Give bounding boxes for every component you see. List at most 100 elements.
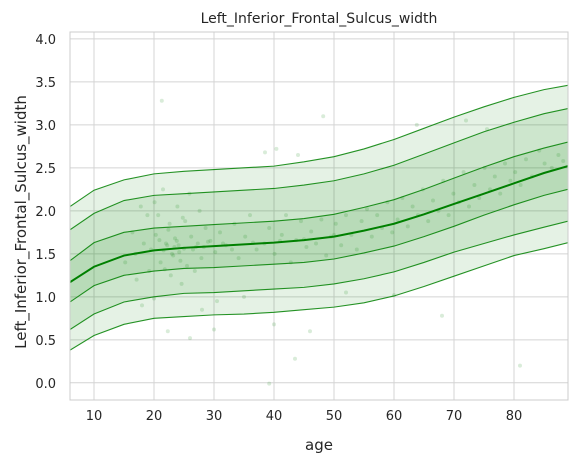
data-point <box>395 217 400 222</box>
data-point <box>293 356 297 361</box>
data-point <box>188 336 192 341</box>
x-tick-label: 60 <box>386 409 403 424</box>
centile-band <box>70 85 568 351</box>
y-tick-label: 4.0 <box>35 33 56 48</box>
data-point <box>314 241 318 246</box>
y-axis-label: Left_Inferior_Frontal_Sulcus_width <box>12 95 31 349</box>
data-point <box>179 281 184 286</box>
centile-line <box>70 141 568 262</box>
data-point <box>263 150 267 155</box>
data-point <box>324 253 329 258</box>
y-tick-label: 1.5 <box>35 248 56 263</box>
data-point <box>561 158 566 163</box>
data-point <box>296 152 300 157</box>
centile-line <box>70 84 568 207</box>
data-point <box>333 221 338 226</box>
data-point <box>197 208 202 213</box>
data-point <box>206 239 210 244</box>
data-point <box>161 187 165 192</box>
data-point <box>171 253 176 258</box>
data-point <box>199 256 204 261</box>
data-point <box>248 213 252 218</box>
chart-title: Left_Inferior_Frontal_Sulcus_width <box>201 11 438 27</box>
data-point <box>503 161 507 166</box>
data-point <box>195 241 200 246</box>
data-point <box>221 241 225 246</box>
data-point <box>267 226 272 231</box>
x-tick-label: 40 <box>266 409 283 424</box>
data-point <box>405 224 410 229</box>
centile-line <box>70 242 568 351</box>
data-point <box>299 219 303 224</box>
data-point <box>461 170 466 175</box>
data-point <box>242 294 246 299</box>
data-point <box>164 241 168 246</box>
data-point <box>212 327 216 332</box>
data-point <box>174 238 179 243</box>
data-point <box>152 200 157 205</box>
data-point <box>218 230 222 235</box>
centile-line <box>70 220 568 330</box>
data-point <box>230 247 234 252</box>
data-point <box>321 114 326 119</box>
data-point <box>157 238 162 243</box>
data-point <box>431 198 435 203</box>
data-point <box>145 213 150 218</box>
data-point <box>208 238 213 243</box>
data-point <box>319 217 324 222</box>
data-point <box>213 250 218 255</box>
data-point <box>200 307 204 312</box>
y-tick-label: 3.0 <box>35 119 56 134</box>
data-point <box>192 269 197 274</box>
data-point <box>243 234 248 239</box>
data-point <box>177 250 182 255</box>
x-axis-label: age <box>305 436 333 454</box>
data-point <box>191 247 195 252</box>
median-line <box>70 165 568 284</box>
x-ticks: 10 20 30 40 50 60 70 80 <box>86 409 523 424</box>
y-ticks: 0.0 0.5 1.0 1.5 2.0 2.5 3.0 3.5 4.0 <box>35 33 56 392</box>
y-tick-label: 2.5 <box>35 162 56 177</box>
data-point <box>524 157 528 162</box>
data-point <box>308 329 312 334</box>
data-point <box>134 277 139 282</box>
data-point <box>185 263 189 268</box>
data-point <box>180 215 185 220</box>
data-point <box>138 204 143 209</box>
y-tick-label: 2.0 <box>35 205 56 220</box>
data-point <box>165 243 170 248</box>
data-point <box>279 232 284 237</box>
data-point <box>272 251 277 256</box>
x-tick-label: 70 <box>446 409 463 424</box>
data-point <box>549 165 554 170</box>
data-point <box>158 260 163 265</box>
data-point <box>369 234 374 239</box>
data-point <box>168 273 173 278</box>
x-tick-label: 10 <box>86 409 103 424</box>
data-point <box>354 247 359 252</box>
data-point <box>254 247 259 252</box>
data-point <box>498 191 503 196</box>
data-point <box>183 219 188 224</box>
y-tick-label: 1.0 <box>35 291 56 306</box>
data-point <box>440 313 444 318</box>
data-point <box>556 152 561 157</box>
data-point <box>414 122 419 127</box>
data-point <box>166 227 171 232</box>
y-tick-label: 3.5 <box>35 76 56 91</box>
data-point <box>492 174 497 179</box>
data-point <box>284 213 288 218</box>
data-point <box>288 260 293 265</box>
data-point <box>467 204 471 209</box>
data-point <box>542 161 547 166</box>
data-point <box>508 178 513 183</box>
data-point <box>446 213 451 218</box>
y-tick-label: 0.5 <box>35 334 56 349</box>
centile-line <box>70 188 568 303</box>
data-point <box>339 243 344 248</box>
data-point <box>175 204 180 209</box>
data-point <box>156 213 161 218</box>
data-point <box>375 213 380 218</box>
data-point <box>140 303 144 308</box>
